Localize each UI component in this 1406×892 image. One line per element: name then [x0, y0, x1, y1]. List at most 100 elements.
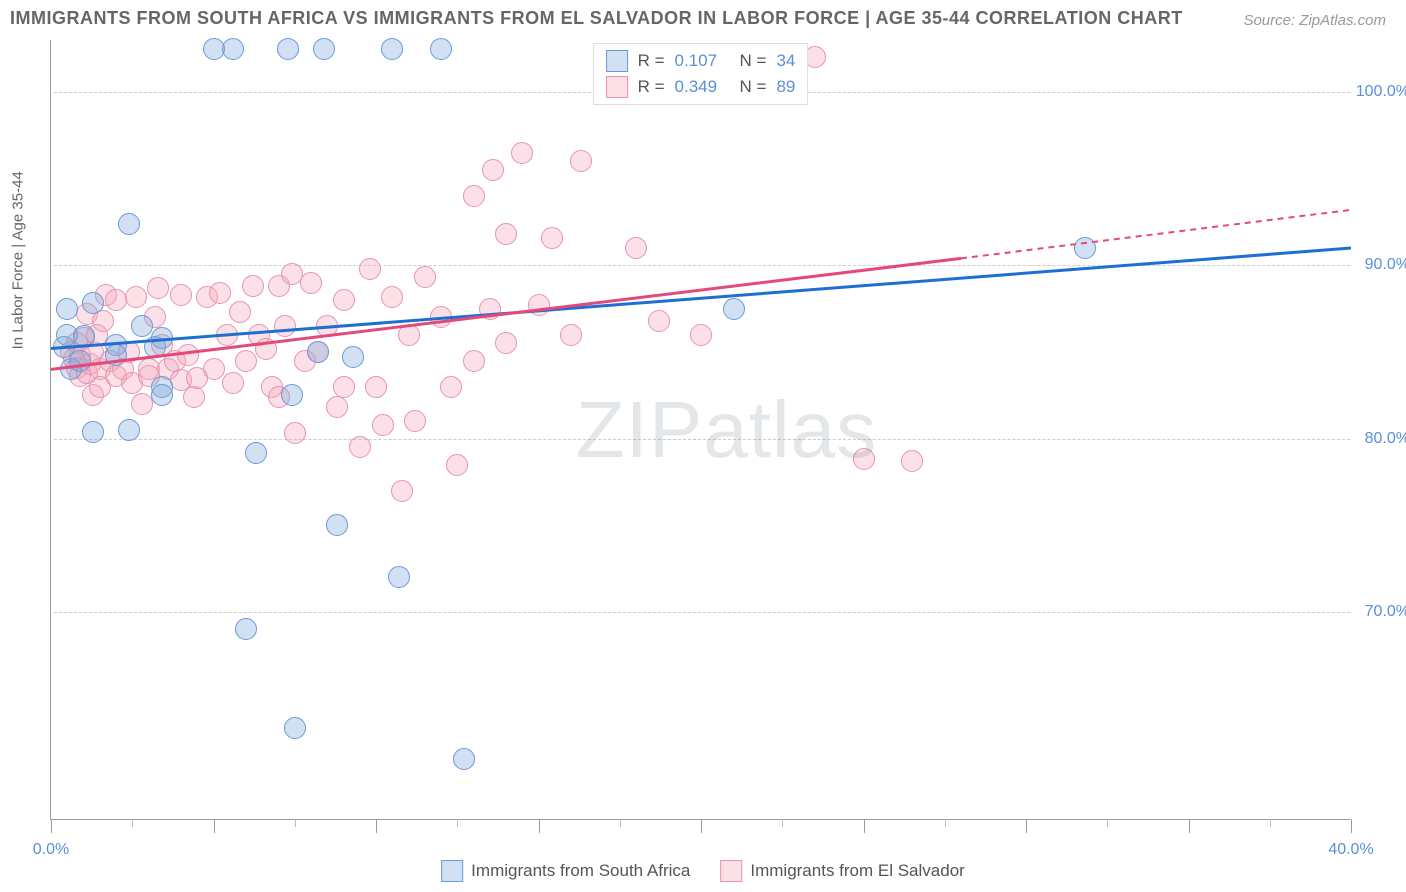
data-point — [307, 341, 329, 363]
data-point — [177, 344, 199, 366]
data-point — [430, 306, 452, 328]
data-point — [125, 286, 147, 308]
data-point — [446, 454, 468, 476]
data-point — [528, 294, 550, 316]
legend-row: R =0.349N =89 — [606, 74, 796, 100]
gridline — [54, 612, 1350, 613]
data-point — [482, 159, 504, 181]
data-point — [570, 150, 592, 172]
x-tick-minor — [620, 819, 621, 827]
y-tick-label: 90.0% — [1365, 256, 1406, 274]
data-point — [105, 289, 127, 311]
data-point — [430, 38, 452, 60]
data-point — [479, 298, 501, 320]
correlation-chart: IMMIGRANTS FROM SOUTH AFRICA VS IMMIGRAN… — [0, 0, 1406, 892]
data-point — [495, 223, 517, 245]
legend-row: R =0.107N =34 — [606, 48, 796, 74]
x-tick-label: 40.0% — [1328, 841, 1373, 859]
data-point — [69, 350, 91, 372]
data-point — [342, 346, 364, 368]
data-point — [105, 344, 127, 366]
data-point — [235, 618, 257, 640]
x-tick-minor — [945, 819, 946, 827]
data-point — [404, 410, 426, 432]
data-point — [209, 282, 231, 304]
gridline — [54, 265, 1350, 266]
data-point — [131, 315, 153, 337]
data-point — [277, 38, 299, 60]
data-point — [463, 185, 485, 207]
data-point — [648, 310, 670, 332]
x-tick-minor — [1270, 819, 1271, 827]
data-point — [1074, 237, 1096, 259]
data-point — [853, 448, 875, 470]
data-point — [229, 301, 251, 323]
legend-item: Immigrants from El Salvador — [720, 860, 964, 882]
data-point — [222, 372, 244, 394]
x-tick — [51, 819, 52, 833]
x-tick — [376, 819, 377, 833]
y-tick-label: 70.0% — [1365, 603, 1406, 621]
x-tick — [864, 819, 865, 833]
data-point — [82, 421, 104, 443]
data-point — [414, 266, 436, 288]
data-point — [381, 286, 403, 308]
data-point — [388, 566, 410, 588]
data-point — [511, 142, 533, 164]
x-tick-minor — [457, 819, 458, 827]
data-point — [118, 419, 140, 441]
legend-swatch — [441, 860, 463, 882]
data-point — [723, 298, 745, 320]
data-point — [463, 350, 485, 372]
data-point — [255, 338, 277, 360]
stats-legend: R =0.107N =34R =0.349N =89 — [593, 43, 809, 105]
y-axis-label: In Labor Force | Age 35-44 — [10, 171, 27, 349]
data-point — [560, 324, 582, 346]
data-point — [281, 384, 303, 406]
data-point — [284, 717, 306, 739]
data-point — [541, 227, 563, 249]
data-point — [326, 396, 348, 418]
data-point — [313, 38, 335, 60]
data-point — [222, 38, 244, 60]
data-point — [625, 237, 647, 259]
data-point — [326, 514, 348, 536]
data-point — [216, 324, 238, 346]
plot-area: ZIPatlas R =0.107N =34R =0.349N =89 70.0… — [50, 40, 1350, 820]
legend-swatch — [606, 50, 628, 72]
legend-item: Immigrants from South Africa — [441, 860, 690, 882]
data-point — [440, 376, 462, 398]
data-point — [274, 315, 296, 337]
data-point — [333, 376, 355, 398]
data-point — [203, 358, 225, 380]
data-point — [82, 292, 104, 314]
data-point — [170, 284, 192, 306]
data-point — [398, 324, 420, 346]
data-point — [73, 325, 95, 347]
x-tick — [1026, 819, 1027, 833]
watermark: ZIPatlas — [576, 384, 877, 476]
source-label: Source: ZipAtlas.com — [1243, 12, 1386, 29]
data-point — [372, 414, 394, 436]
data-point — [245, 442, 267, 464]
data-point — [453, 748, 475, 770]
x-tick — [1189, 819, 1190, 833]
series-legend: Immigrants from South Africa Immigrants f… — [441, 860, 965, 882]
x-tick — [701, 819, 702, 833]
x-tick — [214, 819, 215, 833]
data-point — [391, 480, 413, 502]
legend-swatch — [720, 860, 742, 882]
data-point — [183, 386, 205, 408]
data-point — [151, 384, 173, 406]
data-point — [495, 332, 517, 354]
data-point — [365, 376, 387, 398]
data-point — [359, 258, 381, 280]
data-point — [901, 450, 923, 472]
data-point — [381, 38, 403, 60]
data-point — [151, 327, 173, 349]
data-point — [242, 275, 264, 297]
data-point — [56, 298, 78, 320]
x-tick-minor — [782, 819, 783, 827]
x-tick-label: 0.0% — [33, 841, 69, 859]
x-tick — [1351, 819, 1352, 833]
